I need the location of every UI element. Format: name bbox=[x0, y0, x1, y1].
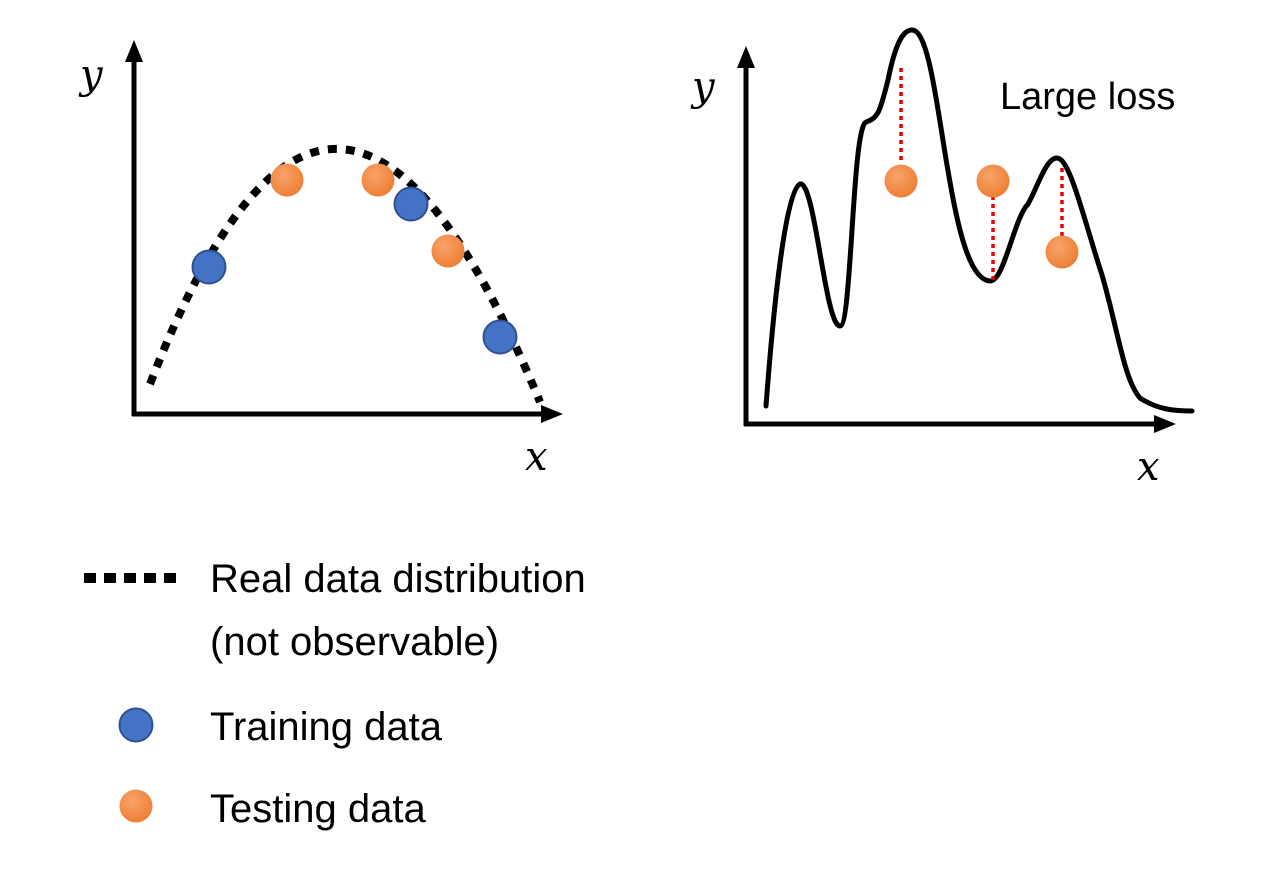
legend-training-label: Training data bbox=[210, 705, 443, 749]
legend-training-icon bbox=[118, 707, 154, 743]
testing-point bbox=[361, 163, 395, 197]
legend: Real data distribution (not observable) … bbox=[84, 557, 586, 831]
testing-point bbox=[1045, 235, 1079, 269]
testing-point bbox=[976, 164, 1010, 198]
training-point bbox=[393, 186, 429, 222]
legend-real-data-label: Real data distribution bbox=[210, 557, 586, 601]
legend-testing-label: Testing data bbox=[210, 787, 426, 831]
right-plot: y x Large loss bbox=[690, 27, 1195, 490]
right-x-label: x bbox=[1137, 444, 1160, 490]
large-loss-annotation: Large loss bbox=[1000, 76, 1175, 118]
legend-testing-icon bbox=[119, 789, 153, 823]
left-x-arrow-icon bbox=[541, 405, 563, 423]
overfit-model-curve bbox=[763, 27, 1195, 414]
legend-real-data-sublabel: (not observable) bbox=[210, 620, 499, 664]
testing-point bbox=[884, 164, 918, 198]
left-x-label: x bbox=[525, 434, 548, 480]
testing-point bbox=[431, 234, 465, 268]
right-x-arrow-icon bbox=[1154, 415, 1176, 433]
left-y-label: y bbox=[78, 52, 104, 98]
left-y-arrow-icon bbox=[125, 40, 143, 62]
testing-point bbox=[270, 163, 304, 197]
right-y-arrow-icon bbox=[737, 46, 755, 68]
training-point bbox=[482, 319, 518, 355]
right-y-label: y bbox=[690, 64, 716, 110]
left-plot: y x bbox=[78, 40, 563, 480]
training-point bbox=[191, 249, 227, 285]
